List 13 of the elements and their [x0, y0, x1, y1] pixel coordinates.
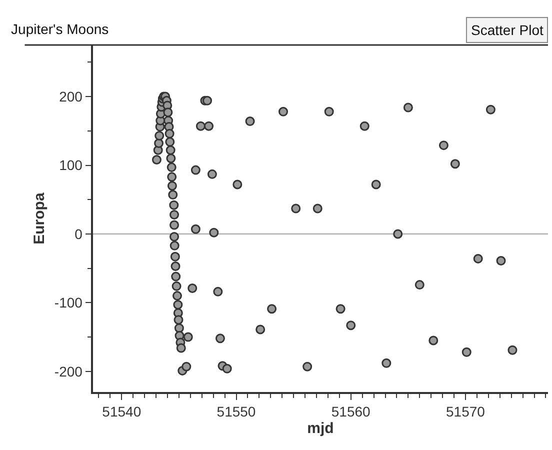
x-tick-label: 51570 — [446, 404, 486, 420]
text: Scatter Plot — [471, 22, 544, 38]
x-tick-label: 51550 — [216, 404, 256, 420]
y-tick-label: 200 — [59, 88, 83, 104]
x-tick-label: 51540 — [102, 404, 142, 420]
chart-title: Jupiter's Moons — [11, 20, 109, 37]
y-axis-title: Europa — [31, 192, 48, 244]
y-tick-label: 100 — [59, 157, 83, 174]
y-tick-label: 0 — [74, 226, 83, 242]
x-tick-label: 51560 — [331, 404, 371, 420]
y-tick-label: -200 — [54, 363, 83, 380]
x-axis-title: mjd — [307, 420, 334, 438]
y-tick-label: -100 — [54, 294, 83, 311]
